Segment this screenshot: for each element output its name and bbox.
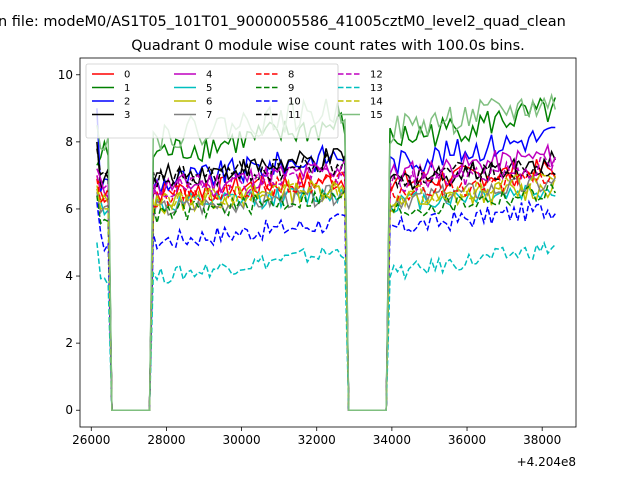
legend-label-10: 10 [288,97,301,108]
legend-label-12: 12 [370,70,383,81]
series-line-11 [96,148,556,411]
legend-label-5: 5 [206,83,212,94]
series-line-9 [96,184,556,411]
x-tick-label: 32000 [298,433,336,447]
series-line-8 [96,169,556,411]
x-tick-label: 34000 [373,433,411,447]
legend-label-7: 7 [206,110,212,121]
legend-label-11: 11 [288,110,301,121]
legend-label-0: 0 [124,70,130,81]
axes-frame [79,57,577,428]
figure-suptitle: n file: modeM0/AS1T05_101T01_9000005586_… [0,14,566,30]
x-tick-label: 26000 [72,433,110,447]
x-offset-label: +4.204e8 [517,455,576,469]
series-line-7 [96,175,556,411]
y-axis: 0 2 4 6 8 10 [58,68,80,417]
x-tick-label: 36000 [448,433,486,447]
legend-label-2: 2 [124,97,130,108]
legend-label-9: 9 [288,83,294,94]
series-line-12 [96,154,557,411]
y-tick-label: 0 [65,403,73,417]
y-tick-label: 4 [65,269,73,283]
x-tick-label: 28000 [147,433,185,447]
chart-title: Quadrant 0 module wise count rates with … [131,38,525,54]
series-line-6 [96,175,557,411]
y-tick-label: 10 [58,68,73,82]
legend-label-15: 15 [370,110,383,121]
legend-label-4: 4 [206,70,212,81]
legend-label-13: 13 [370,83,383,94]
legend-label-8: 8 [288,70,294,81]
legend-label-6: 6 [206,97,212,108]
y-tick-label: 6 [65,202,73,216]
legend-label-14: 14 [370,97,383,108]
legend-label-1: 1 [124,83,130,94]
legend-label-3: 3 [124,110,130,121]
y-tick-label: 2 [65,336,73,350]
x-tick-label: 38000 [523,433,561,447]
x-tick-label: 30000 [222,433,260,447]
series-line-13 [96,240,556,411]
x-axis: 26000 28000 30000 32000 34000 36000 38000 [72,427,561,447]
series-line-4 [96,142,556,411]
y-tick-label: 8 [65,135,73,149]
